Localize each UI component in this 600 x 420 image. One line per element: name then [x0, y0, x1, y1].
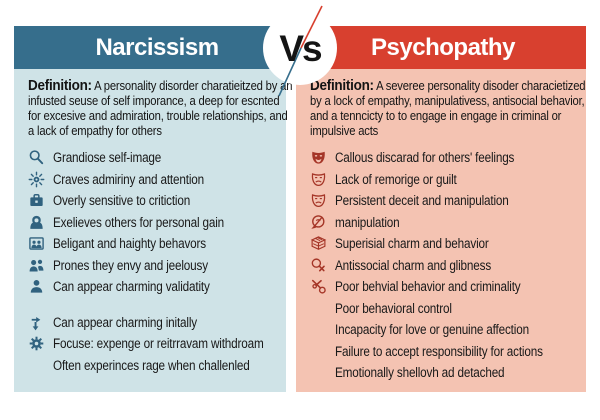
narcissism-definition: Definition: A personality disorder chara… — [28, 78, 295, 139]
trait-list-item: Often experinces rage when challenled — [28, 355, 282, 377]
trait-list-item: Craves admiriny and attention — [28, 169, 282, 191]
trait-list-item: Failure to accept responsibility for act… — [310, 341, 582, 363]
trait-list-item: Emotionally shellovh ad detached — [310, 362, 582, 384]
header-psychopathy: Psychopathy — [300, 26, 586, 69]
trait-list-item: Focuse: expenge or reitrravam withdroam — [28, 333, 282, 355]
person-icon — [28, 214, 45, 231]
trait-text: Focuse: expenge or reitrravam withdroam — [53, 336, 264, 352]
trait-text: Beligant and haighty behavors — [53, 236, 206, 252]
mask-filled-icon — [310, 149, 327, 166]
trait-text: Can appear charming initally — [53, 314, 197, 330]
psychopathy-panel: Definition: A severee personality disode… — [296, 69, 586, 392]
trait-list-item: Incapacity for love or genuine affection — [310, 319, 582, 341]
trait-text: Emotionally shellovh ad detached — [335, 365, 505, 381]
gear-icon — [28, 335, 45, 352]
trait-text: Failure to accept responsibility for act… — [335, 343, 543, 359]
trait-list-item: Can appear charming validatity — [28, 276, 282, 298]
trait-text: Overly sensitive to critiction — [53, 193, 191, 209]
scissors-ring-icon — [310, 278, 327, 295]
puzzle-arrows-icon — [28, 314, 45, 331]
trait-list-item: Prones they envy and jeelousy — [28, 255, 282, 277]
trait-text: Poor behavioral control — [335, 300, 452, 316]
trait-list-item: Grandiose self-image — [28, 147, 282, 169]
no-sign-icon — [310, 214, 327, 231]
psychopathy-definition: Definition: A severee personality disode… — [310, 78, 594, 139]
vs-diagonal-red — [300, 5, 323, 49]
trait-list-item: Overly sensitive to critiction — [28, 190, 282, 212]
people-frame-icon — [28, 235, 45, 252]
trait-list-item: Antissocial charm and glibness — [310, 255, 582, 277]
mask-outline-icon — [310, 171, 327, 188]
trait-text: Persistent deceit and manipulation — [335, 193, 509, 209]
trait-list-item: Beligant and haighty behavors — [28, 233, 282, 255]
trait-list-item: Poor behavioral control — [310, 298, 582, 320]
vs-circle — [263, 11, 337, 85]
trait-text: Poor behvial behavior and criminality — [335, 279, 521, 295]
left-title: Narcissism — [95, 33, 219, 61]
trait-text: Craves admiriny and attention — [53, 171, 204, 187]
definition-text: A personality disorder charatieitzed by … — [28, 79, 293, 138]
trait-list-item: Lack of remorige or guilt — [310, 169, 582, 191]
person-bust-icon — [28, 278, 45, 295]
right-title: Psychopathy — [371, 33, 515, 61]
trait-list-item: Persistent deceit and manipulation — [310, 190, 582, 212]
trait-text: Often experinces rage when challenled — [53, 357, 250, 373]
vs-badge: Vs — [263, 5, 337, 97]
sun-rays-icon — [28, 171, 45, 188]
people-icon — [28, 257, 45, 274]
trait-text: Prones they envy and jeelousy — [53, 257, 208, 273]
vs-diagonal-teal — [278, 47, 302, 97]
definition-label: Definition: — [28, 77, 92, 94]
trait-text: Superisial charm and behavior — [335, 236, 489, 252]
trait-text: manipulation — [335, 214, 400, 230]
psychopathy-trait-list: Callous discarad for others' feelings Lac… — [296, 147, 586, 384]
magnifier-x-icon — [310, 257, 327, 274]
trait-text: Callous discarad for others' feelings — [335, 150, 515, 166]
definition-text: A severee personality disoder characieti… — [310, 79, 586, 138]
trait-list-item: Callous discarad for others' feelings — [310, 147, 582, 169]
narcissism-panel: Definition: A personality disorder chara… — [14, 69, 292, 392]
trait-list-item: Can appear charming initally — [28, 312, 282, 334]
vs-label: Vs — [279, 28, 322, 69]
trait-text: Antissocial charm and glibness — [335, 257, 492, 273]
trait-list-item: manipulation — [310, 212, 582, 234]
trait-list-item: Exelieves others for personal gain — [28, 212, 282, 234]
basket-icon — [310, 235, 327, 252]
trait-text: Can appear charming validatity — [53, 279, 210, 295]
briefcase-icon — [28, 192, 45, 209]
header-narcissism: Narcissism — [14, 26, 300, 69]
definition-label: Definition: — [310, 77, 374, 94]
trait-list-item: Poor behvial behavior and criminality — [310, 276, 582, 298]
trait-text: Exelieves others for personal gain — [53, 214, 225, 230]
narcissism-trait-list: Grandiose self-image Craves admiriny and … — [14, 147, 286, 376]
trait-text: Incapacity for love or genuine affection — [335, 322, 529, 338]
trait-text: Grandiose self-image — [53, 150, 162, 166]
magnifier-icon — [28, 149, 45, 166]
trait-text: Lack of remorige or guilt — [335, 171, 457, 187]
header-bar: Narcissism Psychopathy — [14, 26, 586, 69]
mask-outline-icon — [310, 192, 327, 209]
trait-list-item: Superisial charm and behavior — [310, 233, 582, 255]
